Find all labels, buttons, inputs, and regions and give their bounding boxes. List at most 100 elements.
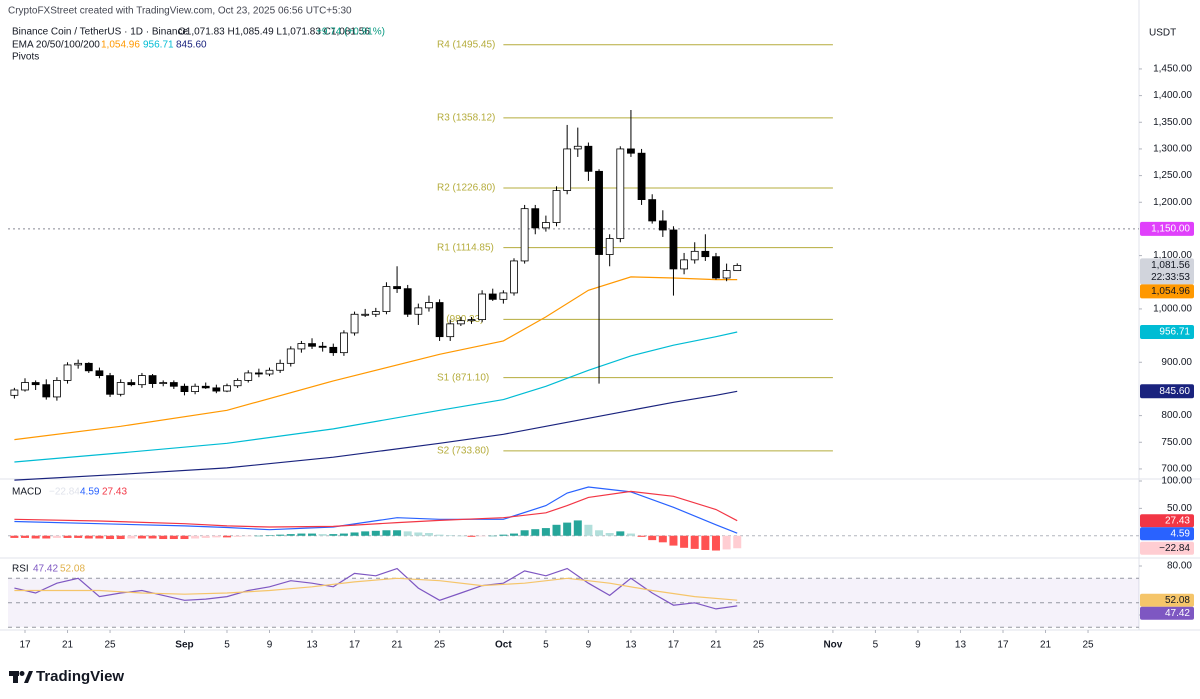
logo-icon [13, 671, 18, 683]
x-tick-label: 17 [19, 640, 31, 651]
x-tick-label: 9 [267, 640, 273, 651]
x-tick-label: 17 [997, 640, 1009, 651]
candle-body [435, 302, 444, 338]
x-tick-label: Sep [175, 640, 193, 651]
candle-body [520, 208, 529, 262]
price-tag-label: 4.59 [1171, 528, 1191, 539]
candle-body [116, 382, 125, 395]
histogram-bar [286, 534, 295, 536]
last-price-tag [1140, 258, 1194, 285]
histogram-bar [318, 534, 327, 536]
indicator-line [14, 490, 738, 528]
histogram-bar [10, 535, 19, 538]
price-tag-label: 956.71 [1159, 327, 1190, 338]
candle-body [169, 382, 178, 387]
y-tick-label: 700.00 [1161, 464, 1192, 475]
candle-body [595, 170, 603, 255]
price-tag-label: 52.08 [1165, 595, 1190, 606]
histogram-bar [424, 533, 433, 536]
candle-body [552, 190, 561, 223]
candle-body [180, 385, 189, 392]
ema-value: 956.71 [143, 40, 174, 51]
candle-body [52, 379, 61, 398]
y-tick-label: 80.00 [1167, 561, 1192, 572]
x-tick-label: 25 [434, 640, 446, 651]
price-tag [1140, 384, 1194, 399]
pivots-legend: Pivots [12, 52, 39, 63]
histogram-bar [690, 535, 699, 549]
histogram-bar [595, 530, 604, 536]
candle-body [712, 256, 720, 279]
x-tick-label: Oct [495, 640, 512, 651]
histogram-bar [52, 535, 61, 538]
indicator-line [14, 331, 738, 463]
price-tag [1140, 221, 1194, 236]
candle-body [627, 148, 635, 154]
candle-body [84, 362, 93, 372]
x-tick-label: 21 [1040, 640, 1052, 651]
histogram-bar [137, 535, 146, 539]
histogram-bar [212, 535, 221, 538]
histogram-bar [393, 530, 402, 536]
price-tag-label: 845.60 [1159, 386, 1190, 397]
x-tick-label: 25 [1082, 640, 1094, 651]
y-tick-label: 1,000.00 [1153, 304, 1192, 315]
histogram-bar [733, 535, 742, 549]
x-tick-label: 13 [955, 640, 967, 651]
candle-body [393, 286, 401, 290]
y-tick-label: 100.00 [1161, 476, 1192, 487]
price-tag-label: 1,150.00 [1151, 224, 1190, 235]
histogram-bar [637, 535, 646, 537]
indicator-line [14, 390, 738, 481]
candle-body [286, 348, 295, 364]
histogram-bar [701, 535, 710, 550]
candle-body [616, 148, 625, 239]
y-tick-label: 1,400.00 [1153, 90, 1192, 101]
candle-body [201, 385, 210, 389]
x-tick-label: 21 [710, 640, 722, 651]
candle-body [488, 293, 497, 300]
candle-body [733, 265, 742, 272]
histogram-bar [21, 535, 30, 538]
candle-body [403, 288, 412, 315]
candle-body [244, 372, 253, 381]
indicator-line [14, 577, 738, 601]
histogram-bar [711, 535, 720, 551]
price-tag-label: 27.43 [1165, 515, 1190, 526]
y-tick-label: 800.00 [1161, 410, 1192, 421]
histogram-bar [584, 524, 593, 536]
histogram-bar [159, 535, 168, 540]
macd-legend-value: 4.59 [80, 487, 100, 498]
candle-body [340, 332, 348, 354]
rsi-legend-value: 47.42 [33, 564, 58, 575]
histogram-bar [297, 533, 306, 536]
candle-body [106, 375, 114, 395]
histogram-bar [456, 535, 465, 537]
candle-body [254, 372, 263, 375]
candle-body [584, 145, 593, 172]
candle-body [680, 259, 688, 270]
candle-body [722, 270, 731, 279]
ema-value: 845.60 [176, 40, 207, 51]
histogram-bar [361, 531, 370, 536]
candle-body [648, 199, 657, 222]
candle-body [531, 208, 540, 229]
price-tag [1140, 325, 1194, 340]
x-tick-label: 9 [586, 640, 592, 651]
candle-body [329, 346, 338, 354]
rsi-band [8, 578, 1139, 628]
candle-body [21, 382, 29, 391]
candle-body [467, 319, 476, 322]
y-tick-label: 1,350.00 [1153, 117, 1192, 128]
x-tick-label: 5 [543, 640, 549, 651]
candle-body [499, 292, 508, 300]
price-tag [1140, 541, 1194, 555]
ema-legend: EMA 20/50/100/200 [12, 40, 100, 51]
logo-icon [24, 671, 33, 683]
candle-body [478, 293, 487, 321]
pivot-label: S1 (871.10) [437, 372, 489, 383]
candle-body [212, 387, 221, 392]
x-tick-label: 9 [915, 640, 921, 651]
